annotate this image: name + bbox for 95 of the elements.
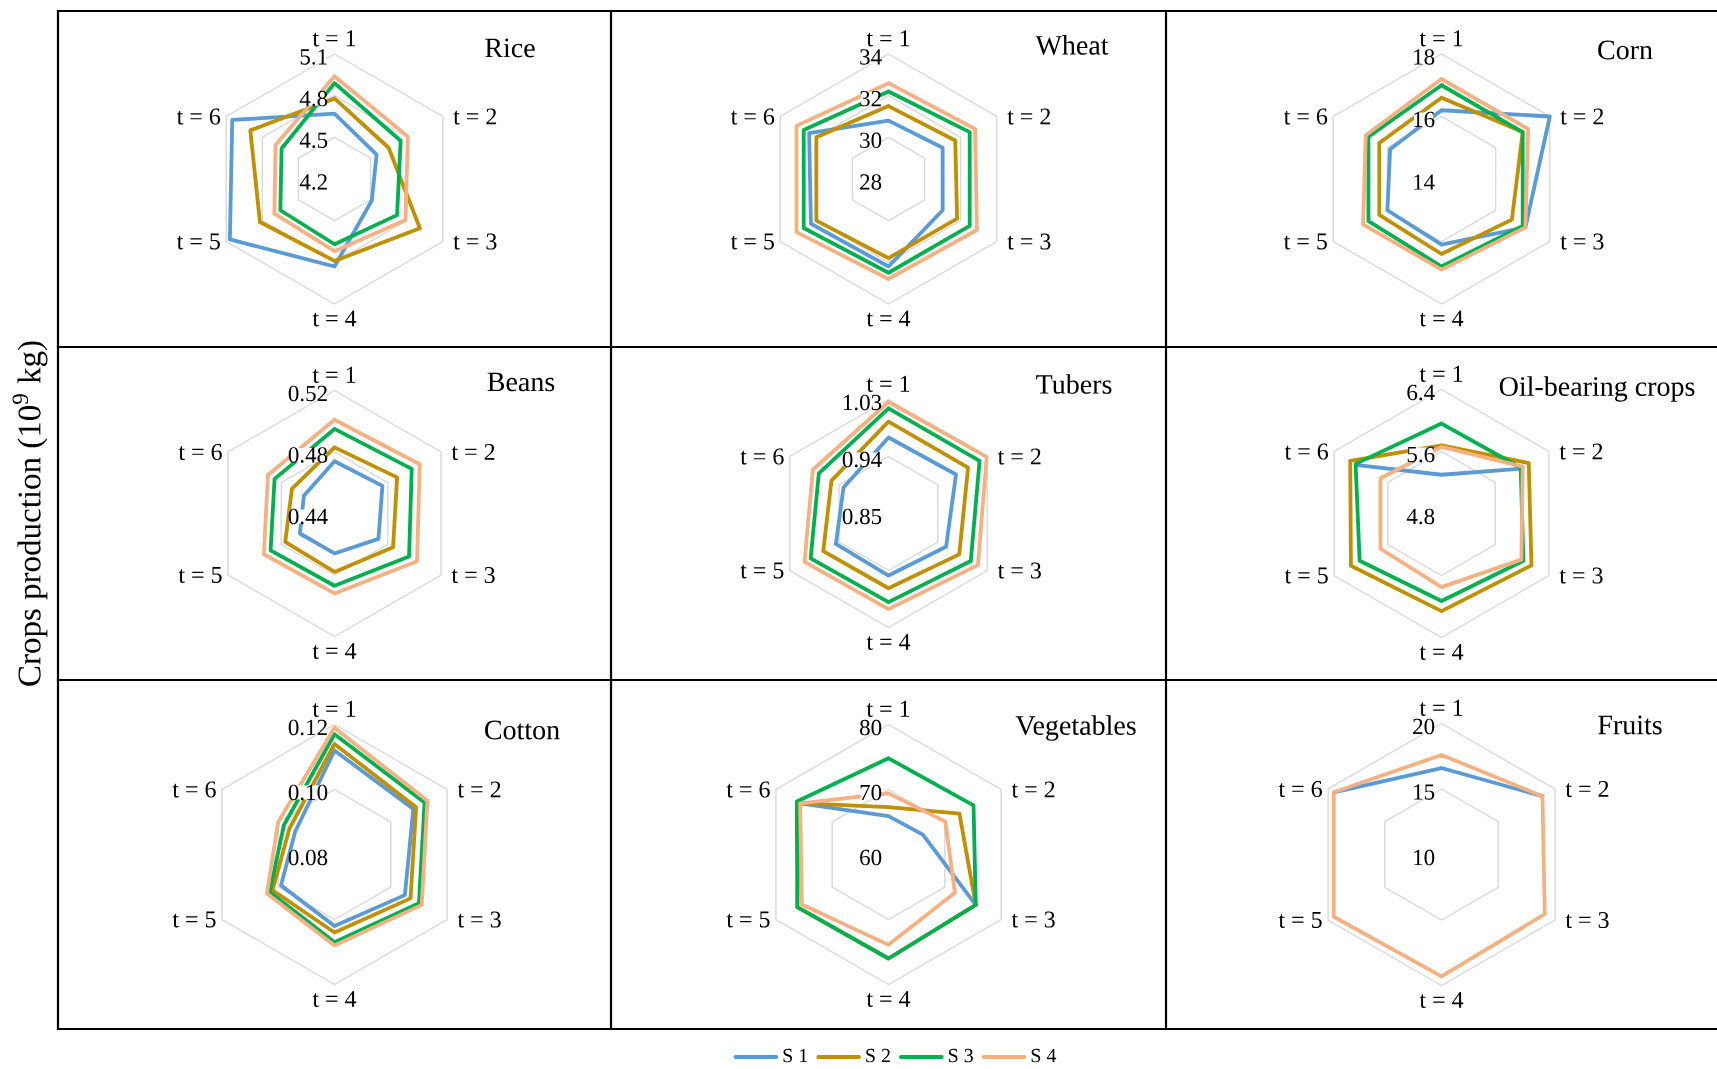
spoke-label: t = 4 [866, 310, 911, 327]
legend-label: S 1 [783, 1048, 808, 1063]
chart-title: Vegetables [1015, 715, 1136, 741]
spoke-label: t = 1 [866, 700, 910, 717]
spoke-label: t = 5 [726, 911, 770, 928]
spoke-label: t = 1 [1419, 30, 1463, 47]
y-tick-label: 34 [860, 49, 882, 65]
spoke-label: t = 3 [1565, 911, 1609, 929]
spoke-label: t = 4 [312, 310, 357, 327]
legend-label: S 4 [1031, 1048, 1057, 1063]
spoke-label: t = 2 [1560, 108, 1604, 125]
spoke-label: t = 1 [312, 30, 356, 47]
spoke-label: t = 2 [997, 448, 1041, 465]
y-tick-label: 16 [1414, 111, 1435, 128]
y-tick-label: 4.8 [299, 90, 328, 107]
spoke-label: t = 6 [178, 443, 222, 461]
spoke-label: t = 4 [866, 990, 911, 1007]
y-tick-label: 60 [860, 849, 882, 866]
spoke-label: t = 1 [1419, 699, 1463, 716]
chart-title: Tubers [1036, 374, 1112, 394]
chart-title: Wheat [1035, 35, 1109, 55]
spoke-label: t = 3 [1007, 233, 1051, 250]
spoke-label: t = 6 [176, 108, 221, 125]
spoke-label: t = 6 [172, 781, 216, 798]
spoke-label: t = 6 [730, 108, 775, 125]
spoke-label: t = 5 [1278, 912, 1322, 928]
spoke-label: t = 2 [453, 108, 497, 125]
y-tick-label: 18 [1414, 49, 1435, 65]
y-tick-label: 15 [1414, 784, 1435, 800]
chart-title: Rice [485, 38, 535, 58]
y-tick-label: 10 [1414, 849, 1435, 866]
spoke-label: t = 4 [866, 633, 911, 650]
spoke-label: t = 1 [1419, 365, 1463, 382]
legend-label: S 2 [866, 1048, 890, 1063]
spoke-label: t = 4 [312, 642, 357, 659]
spoke-label: t = 1 [312, 700, 356, 717]
spoke-label: t = 2 [1011, 781, 1055, 798]
y-tick-label: 80 [859, 719, 882, 736]
spoke-label: t = 6 [1284, 443, 1329, 460]
y-tick-label: 0.10 [288, 784, 328, 801]
y-tick-label: 70 [860, 784, 882, 801]
y-tick-label: 4.8 [1406, 508, 1435, 525]
text: Cotton [485, 720, 560, 740]
spoke-label: t = 3 [453, 233, 497, 250]
y-tick-label: 20 [1413, 718, 1435, 735]
spoke-label: t = 2 [1565, 780, 1609, 798]
spoke-label: t = 5 [176, 233, 220, 250]
spoke-label: t = 4 [1419, 643, 1464, 660]
text: Crops production (10$^{9}$ kg) [12, 341, 48, 686]
spoke-label: t = 2 [457, 781, 501, 798]
spoke-label: t = 1 [312, 366, 356, 383]
chart-title: Beans [487, 372, 555, 392]
spoke-label: t = 3 [1011, 911, 1055, 928]
spoke-label: t = 1 [866, 375, 910, 392]
y-tick-label: 30 [860, 132, 882, 149]
chart-title: Fruits [1598, 715, 1662, 735]
y-tick-label: 14 [1414, 174, 1435, 190]
spoke-label: t = 4 [312, 990, 357, 1007]
spoke-label: t = 5 [172, 911, 216, 928]
spoke-label: t = 3 [997, 562, 1041, 579]
chart-title: Corn [1598, 40, 1653, 60]
spoke-label: t = 6 [1283, 108, 1328, 125]
spoke-label: t = 2 [1007, 108, 1051, 125]
spoke-label: t = 5 [1283, 233, 1327, 250]
spoke-label: t = 1 [866, 30, 910, 47]
spoke-label: t = 2 [1559, 443, 1603, 460]
spoke-label: t = 6 [1278, 780, 1322, 798]
y-tick-label: 0.52 [288, 385, 327, 402]
y-tick-label: 0.12 [288, 719, 327, 736]
legend-label: S 3 [948, 1048, 973, 1063]
spoke-label: t = 3 [457, 911, 501, 928]
y-tick-label: 28 [860, 174, 882, 190]
y-tick-label: 4.5 [299, 132, 328, 149]
y-tick-label: 32 [860, 90, 881, 107]
y-tick-label: 0.85 [842, 508, 882, 525]
y-tick-label: 5.1 [300, 49, 327, 65]
y-tick-label: 1.03 [843, 394, 882, 411]
spoke-label: t = 2 [451, 443, 495, 461]
spoke-label: t = 4 [1419, 991, 1464, 1008]
y-tick-label: 0.94 [842, 451, 882, 468]
spoke-label: t = 5 [1284, 567, 1328, 584]
spoke-label: t = 3 [1560, 233, 1604, 250]
spoke-label: t = 6 [740, 448, 784, 465]
spoke-label: t = 3 [451, 566, 495, 584]
spoke-label: t = 3 [1559, 567, 1603, 584]
chart-title: Oil-bearing crops [1499, 376, 1695, 402]
y-tick-label: 4.2 [299, 174, 327, 190]
spoke-label: t = 4 [1419, 310, 1464, 327]
spoke-label: t = 5 [730, 233, 774, 250]
spoke-label: t = 5 [178, 567, 222, 583]
y-tick-label: 6.4 [1407, 384, 1435, 401]
y-tick-label: 5.6 [1407, 446, 1435, 463]
spoke-label: t = 5 [740, 562, 784, 579]
y-tick-label: 0.48 [288, 447, 328, 463]
spoke-label: t = 6 [726, 781, 770, 798]
